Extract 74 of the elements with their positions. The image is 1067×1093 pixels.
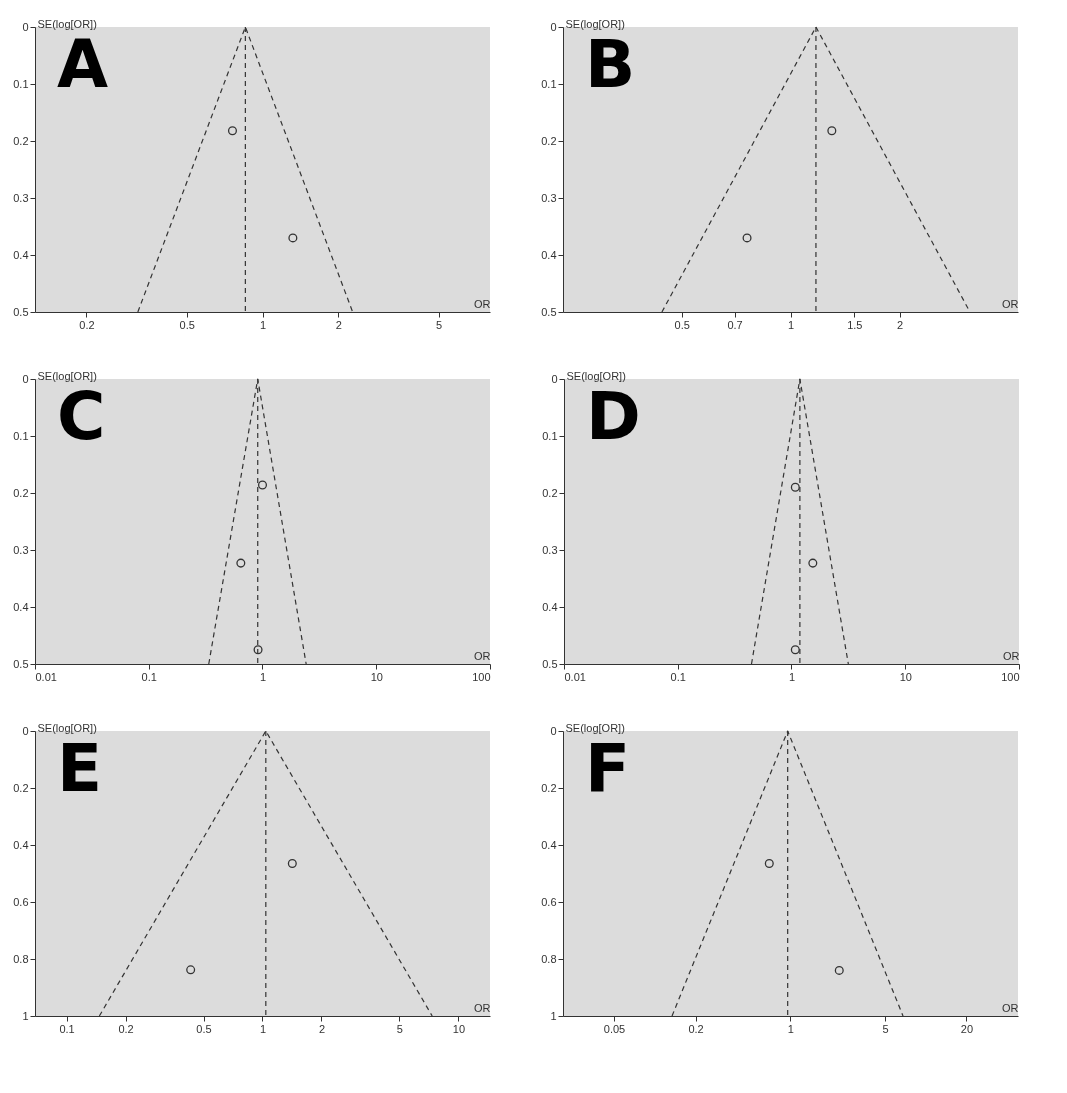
- y-tick-label: 0.4: [542, 600, 558, 613]
- y-tick-label: 0.4: [13, 600, 29, 613]
- x-tick-label: 2: [318, 1022, 326, 1035]
- y-tick-label: 0.2: [13, 486, 29, 499]
- x-tick-label: 1: [788, 318, 795, 331]
- x-tick-label: 0.5: [196, 1022, 212, 1035]
- x-tick-label: 0.2: [118, 1022, 134, 1035]
- y-tick-label: 0.8: [541, 952, 557, 965]
- y-tick-label: 0.6: [541, 895, 557, 908]
- y-tick-label: 0.4: [13, 248, 29, 261]
- x-tick-label: 2: [896, 318, 904, 331]
- y-tick-label: 0: [22, 372, 29, 385]
- y-tick-label: 0.2: [541, 134, 557, 147]
- y-tick-label: 0.1: [13, 77, 29, 90]
- y-tick-label: 0.4: [541, 838, 557, 851]
- y-tick-label: 0.3: [13, 543, 29, 556]
- y-tick-label: 0: [551, 372, 558, 385]
- x-tick-label: 0.2: [79, 318, 95, 331]
- x-tick-label: 0.5: [674, 318, 690, 331]
- y-tick-label: 0.4: [541, 248, 557, 261]
- y-tick-label: 0: [550, 724, 557, 737]
- y-tick-label: 0.2: [13, 781, 29, 794]
- y-tick-label: 0: [22, 20, 29, 33]
- x-tick-label: 5: [436, 318, 443, 331]
- x-tick-label: 1: [788, 670, 796, 683]
- y-tick-label: 0.5: [13, 657, 29, 670]
- x-tick-label: 1.5: [847, 318, 863, 331]
- y-tick-label: 0.4: [13, 838, 29, 851]
- x-axis-title: OR: [1002, 1001, 1019, 1014]
- x-tick-label: 1: [787, 1022, 794, 1035]
- y-tick-label: 0.1: [542, 429, 558, 442]
- x-tick-label: 5: [882, 1022, 889, 1035]
- x-axis-title: OR: [474, 1001, 491, 1014]
- x-tick-label: 1: [259, 318, 267, 331]
- y-tick-label: 0.3: [542, 543, 558, 556]
- y-tick-label: 1: [550, 1009, 557, 1022]
- y-tick-label: 0.3: [541, 191, 557, 204]
- y-tick-label: 0.6: [13, 895, 29, 908]
- y-tick-label: 0.5: [13, 305, 29, 318]
- x-tick-label: 100: [1001, 670, 1020, 683]
- y-tick-label: 0.1: [13, 429, 29, 442]
- x-axis-title: OR: [1003, 649, 1020, 662]
- x-tick-label: 0.1: [141, 670, 157, 683]
- y-tick-label: 0.5: [541, 305, 557, 318]
- x-tick-label: 0.5: [179, 318, 195, 331]
- x-tick-label: 0.01: [35, 670, 57, 683]
- y-tick-label: 0: [22, 724, 29, 737]
- y-tick-label: 0.2: [542, 486, 558, 499]
- y-tick-label: 0.3: [13, 191, 29, 204]
- y-tick-label: 0.1: [541, 77, 557, 90]
- x-tick-label: 0.7: [727, 318, 743, 331]
- x-tick-label: 5: [396, 1022, 403, 1035]
- x-tick-label: 1: [259, 670, 267, 683]
- y-tick-label: 0.2: [541, 781, 557, 794]
- x-tick-label: 20: [960, 1022, 974, 1035]
- x-tick-label: 0.1: [670, 670, 686, 683]
- x-tick-label: 1: [259, 1022, 267, 1035]
- x-axis-title: OR: [474, 649, 491, 662]
- y-tick-label: 1: [22, 1009, 29, 1022]
- x-tick-label: 10: [899, 670, 912, 683]
- x-tick-label: 0.05: [603, 1022, 626, 1035]
- x-tick-label: 10: [370, 670, 383, 683]
- y-tick-label: 0: [550, 20, 557, 33]
- x-tick-label: 10: [452, 1022, 466, 1035]
- y-tick-label: 0.8: [13, 952, 29, 965]
- x-tick-label: 2: [335, 318, 342, 331]
- x-axis-title: OR: [474, 297, 491, 310]
- y-tick-label: 0.5: [542, 657, 558, 670]
- x-tick-label: 0.01: [564, 670, 586, 683]
- y-tick-label: 0.2: [13, 134, 29, 147]
- x-axis-title: OR: [1002, 297, 1019, 310]
- x-tick-label: 100: [472, 670, 491, 683]
- x-tick-label: 0.2: [688, 1022, 704, 1035]
- x-tick-label: 0.1: [59, 1022, 75, 1035]
